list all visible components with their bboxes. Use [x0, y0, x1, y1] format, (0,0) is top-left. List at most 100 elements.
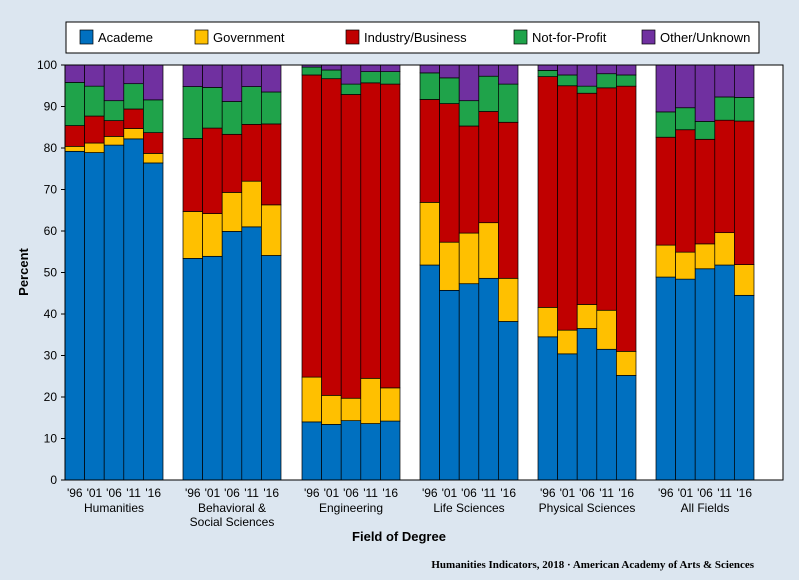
- y-tick-label: 80: [44, 141, 58, 155]
- y-tick-label: 0: [50, 473, 57, 487]
- bar-segment-not-for-profit: [655, 111, 676, 138]
- bar-segment-government: [301, 376, 322, 423]
- group-label: Physical Sciences: [539, 501, 636, 515]
- bar-segment-academe: [103, 144, 125, 481]
- bar-segment-other-unknown: [596, 64, 617, 75]
- legend-swatch: [513, 29, 528, 45]
- credit-text: Humanities Indicators, 2018 · American A…: [431, 559, 754, 571]
- legend-swatch: [194, 29, 209, 45]
- x-tick-label: '16: [736, 486, 752, 500]
- bar-segment-not-for-profit: [675, 107, 696, 131]
- legend-swatch: [345, 29, 360, 45]
- bar-segment-industry-business: [616, 85, 637, 352]
- bar-segment-not-for-profit: [182, 86, 203, 139]
- bar-segment-not-for-profit: [576, 85, 598, 94]
- legend-label: Industry/Business: [364, 30, 467, 45]
- bar-segment-government: [458, 232, 480, 285]
- y-tick-label: 50: [44, 266, 58, 280]
- bar-segment-academe: [596, 348, 617, 481]
- x-tick-label: '01: [87, 486, 103, 500]
- bar-segment-other-unknown: [321, 64, 342, 71]
- bar-segment-not-for-profit: [241, 86, 262, 125]
- bar-segment-other-unknown: [360, 64, 381, 72]
- bar-segment-other-unknown: [241, 64, 262, 87]
- bar-segment-other-unknown: [734, 64, 755, 98]
- x-tick-label: '96: [304, 486, 320, 500]
- y-tick-label: 60: [44, 224, 58, 238]
- x-tick-label: '11: [481, 486, 496, 500]
- y-tick-label: 10: [44, 432, 58, 446]
- bar-segment-academe: [616, 375, 637, 481]
- bar-segment-industry-business: [123, 108, 144, 129]
- bar-segment-academe: [478, 277, 499, 481]
- bar-segment-industry-business: [84, 115, 105, 144]
- bar-segment-industry-business: [498, 121, 519, 279]
- bar-segment-government: [557, 329, 578, 355]
- bar-segment-not-for-profit: [202, 87, 223, 129]
- bar-segment-government: [439, 241, 460, 291]
- bar-segment-government: [143, 153, 164, 164]
- bar-segment-other-unknown: [537, 64, 558, 71]
- x-tick-label: '16: [618, 486, 634, 500]
- bar-segment-academe: [84, 152, 105, 481]
- bar-segment-not-for-profit: [103, 100, 125, 121]
- y-axis-title: Percent: [16, 247, 31, 295]
- bar-segment-government: [714, 232, 735, 266]
- bar-segment-not-for-profit: [714, 96, 735, 121]
- bar-segment-academe: [655, 276, 676, 481]
- bar-segment-government: [182, 211, 203, 259]
- bar-segment-industry-business: [655, 136, 676, 246]
- bar-segment-academe: [439, 289, 460, 481]
- group-label: All Fields: [681, 501, 730, 515]
- x-tick-label: '96: [540, 486, 556, 500]
- x-tick-label: '11: [717, 486, 732, 500]
- bar-segment-other-unknown: [182, 64, 203, 87]
- y-tick-label: 40: [44, 307, 58, 321]
- x-tick-label: '96: [67, 486, 83, 500]
- bar-segment-industry-business: [537, 76, 558, 308]
- bar-segment-other-unknown: [714, 64, 735, 98]
- bar-segment-government: [123, 128, 144, 140]
- y-tick-label: 90: [44, 100, 58, 114]
- bar-segment-government: [84, 142, 105, 153]
- bar-segment-industry-business: [675, 129, 696, 253]
- x-tick-label: '06: [343, 486, 359, 500]
- bar-segment-academe: [734, 294, 755, 481]
- x-tick-label: '11: [363, 486, 378, 500]
- bar-segment-other-unknown: [439, 64, 460, 79]
- bar-segment-other-unknown: [123, 64, 144, 85]
- bar-segment-not-for-profit: [458, 100, 480, 127]
- x-tick-label: '11: [599, 486, 614, 500]
- bar-segment-other-unknown: [64, 64, 85, 83]
- bar-segment-academe: [380, 420, 401, 481]
- bar-segment-academe: [143, 162, 164, 481]
- bar-segment-government: [360, 377, 381, 424]
- bar-segment-other-unknown: [103, 64, 125, 102]
- bar-segment-industry-business: [478, 111, 499, 224]
- legend-label: Academe: [98, 30, 153, 45]
- bar-segment-not-for-profit: [360, 71, 381, 84]
- legend-label: Other/Unknown: [660, 30, 750, 45]
- bar-segment-industry-business: [734, 120, 755, 265]
- group-label: Engineering: [319, 501, 383, 515]
- x-tick-label: '16: [263, 486, 279, 500]
- x-tick-label: '16: [500, 486, 516, 500]
- bar-segment-other-unknown: [84, 64, 105, 87]
- bar-segment-academe: [714, 264, 735, 481]
- legend: Academe Government Industry/Business Not-fo…: [65, 21, 760, 54]
- x-tick-label: '01: [205, 486, 221, 500]
- bar-segment-industry-business: [714, 119, 735, 234]
- legend-swatch: [79, 29, 94, 45]
- bar-segment-academe: [301, 421, 322, 481]
- bar-segment-government: [321, 394, 342, 425]
- bar-segment-industry-business: [576, 92, 598, 305]
- bar-segment-not-for-profit: [498, 83, 519, 123]
- y-tick-label: 70: [44, 183, 58, 197]
- x-tick-label: '06: [461, 486, 477, 500]
- bar-segment-academe: [675, 278, 696, 481]
- bar-segment-other-unknown: [675, 64, 696, 109]
- bar-segment-not-for-profit: [439, 77, 460, 104]
- bar-segment-government: [734, 264, 755, 296]
- bar-segment-academe: [340, 420, 362, 481]
